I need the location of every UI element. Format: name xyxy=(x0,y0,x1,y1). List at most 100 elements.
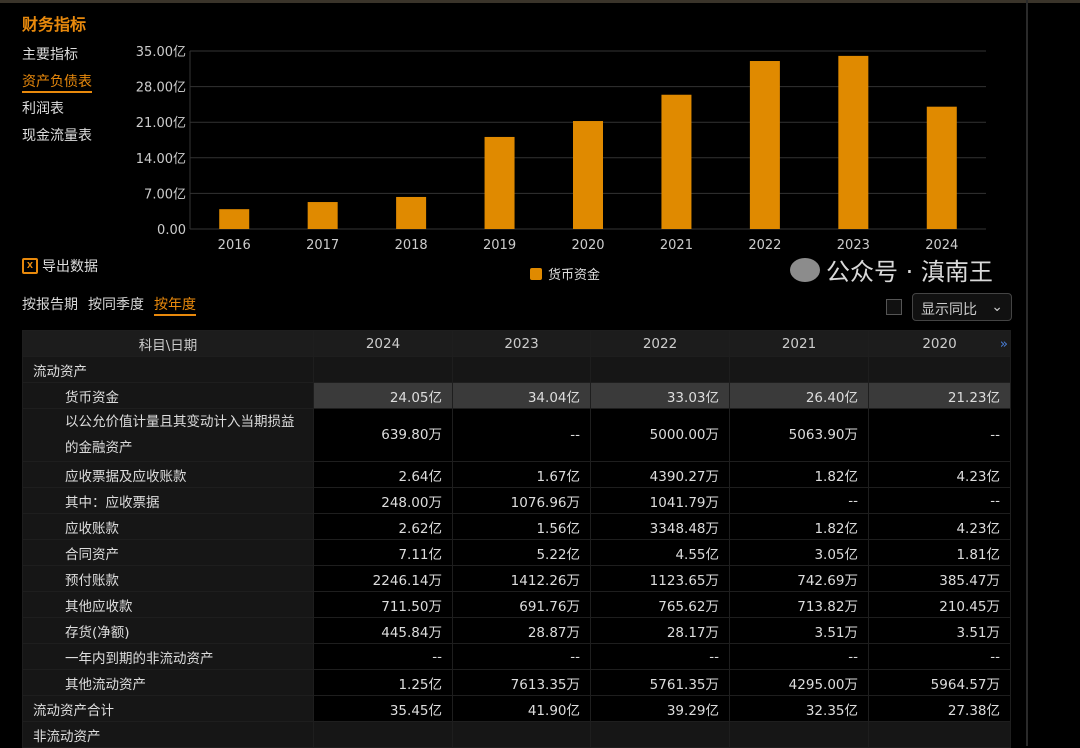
balance-sheet-table: 科目\日期 2024 2023 2022 2021 2020 » 流动资产 货币资金 24.05… xyxy=(22,330,1011,748)
x-tick-label: 2024 xyxy=(925,238,958,253)
table-cell: 711.50万 xyxy=(313,591,453,618)
table-row[interactable]: 流动资产 xyxy=(22,356,1011,383)
table-row[interactable]: 非流动资产 xyxy=(22,721,1011,748)
table-row[interactable]: 存货(净额) 445.84万 28.87万 28.17万 3.51万 3.51万 xyxy=(22,617,1011,644)
nav-main-indicators[interactable]: 主要指标 xyxy=(22,44,92,71)
table-cell: 24.05亿 xyxy=(313,382,453,409)
tab-report-period[interactable]: 按报告期 xyxy=(22,297,78,313)
table-cell: -- xyxy=(868,643,1011,670)
table-cell xyxy=(313,721,453,748)
x-tick-label: 2019 xyxy=(483,238,516,253)
table-row[interactable]: 预付账款 2246.14万 1412.26万 1123.65万 742.69万 385.4… xyxy=(22,565,1011,592)
excel-icon: X xyxy=(22,258,38,274)
tab-annual[interactable]: 按年度 xyxy=(154,294,196,316)
table-cell: 7.11亿 xyxy=(313,539,453,566)
table-row[interactable]: 流动资产合计 35.45亿 41.90亿 39.29亿 32.35亿 27.38亿 xyxy=(22,695,1011,722)
export-label: 导出数据 xyxy=(42,259,98,275)
row-label: 预付账款 xyxy=(22,565,314,592)
bar xyxy=(484,136,515,229)
row-label: 流动资产合计 xyxy=(22,695,314,722)
table-row[interactable]: 其中：应收票据 248.00万 1076.96万 1041.79万 -- -- xyxy=(22,487,1011,514)
bar xyxy=(926,106,957,229)
table-cell: 713.82万 xyxy=(729,591,869,618)
watermark-text: 公众号 · 滇南王 xyxy=(826,258,993,286)
table-row[interactable]: 以公允价值计量且其变动计入当期损益的金融资产 639.80万 -- 5000.00万 5… xyxy=(22,408,1011,462)
tab-same-quarter[interactable]: 按同季度 xyxy=(88,297,144,313)
table-cell xyxy=(313,356,453,383)
table-cell: 1123.65万 xyxy=(590,565,730,592)
table-row[interactable]: 合同资产 7.11亿 5.22亿 4.55亿 3.05亿 1.81亿 xyxy=(22,539,1011,566)
table-cell: 2246.14万 xyxy=(313,565,453,592)
x-tick-label: 2020 xyxy=(571,238,604,253)
table-cell: 3.05亿 xyxy=(729,539,869,566)
y-tick-label: 14.00亿 xyxy=(136,152,186,167)
bar xyxy=(573,121,603,229)
table-cell xyxy=(868,356,1011,383)
table-cell: 32.35亿 xyxy=(729,695,869,722)
table-cell: 1.82亿 xyxy=(729,513,869,540)
table-cell xyxy=(452,721,591,748)
table-row[interactable]: 应收账款 2.62亿 1.56亿 3348.48万 1.82亿 4.23亿 xyxy=(22,513,1011,540)
table-cell xyxy=(868,721,1011,748)
table-cell: 7613.35万 xyxy=(452,669,591,696)
bar-chart: 0.00 7.00亿 14.00亿 21.00亿 28.00亿 35.00亿 2016 201… xyxy=(136,45,986,283)
table-cell: 28.17万 xyxy=(590,617,730,644)
y-tick-label: 21.00亿 xyxy=(136,116,186,131)
table-cell: 5761.35万 xyxy=(590,669,730,696)
period-tabs: 按报告期 按同季度 按年度 xyxy=(22,294,196,316)
table-cell: -- xyxy=(729,643,869,670)
row-label: 流动资产 xyxy=(22,356,314,383)
table-cell: 4390.27万 xyxy=(590,461,730,488)
table-cell: 1412.26万 xyxy=(452,565,591,592)
row-label: 存货(净额) xyxy=(22,617,314,644)
table-cell xyxy=(590,721,730,748)
nav-label: 现金流量表 xyxy=(22,128,92,144)
export-data-button[interactable]: X 导出数据 xyxy=(22,256,98,276)
table-row[interactable]: 一年内到期的非流动资产 -- -- -- -- -- xyxy=(22,643,1011,670)
table-row[interactable]: 货币资金 24.05亿 34.04亿 33.03亿 26.40亿 21.23亿 xyxy=(22,382,1011,409)
row-label: 应收账款 xyxy=(22,513,314,540)
subject-header: 科目\日期 xyxy=(22,330,314,357)
yoy-checkbox[interactable] xyxy=(886,299,902,315)
table-cell: 4295.00万 xyxy=(729,669,869,696)
table-row[interactable]: 其他应收款 711.50万 691.76万 765.62万 713.82万 210.45万 xyxy=(22,591,1011,618)
column-header: 2023 xyxy=(452,330,591,357)
table-row[interactable]: 应收票据及应收账款 2.64亿 1.67亿 4390.27万 1.82亿 4.23亿 xyxy=(22,461,1011,488)
table-row[interactable]: 其他流动资产 1.25亿 7613.35万 5761.35万 4295.00万 5964.… xyxy=(22,669,1011,696)
row-label: 其他应收款 xyxy=(22,591,314,618)
table-cell xyxy=(729,356,869,383)
table-cell: 35.45亿 xyxy=(313,695,453,722)
nav-balance-sheet[interactable]: 资产负债表 xyxy=(22,71,92,98)
yoy-select[interactable]: 显示同比 ⌄ xyxy=(912,293,1012,321)
row-label: 以公允价值计量且其变动计入当期损益的金融资产 xyxy=(22,408,314,462)
table-cell: 385.47万 xyxy=(868,565,1011,592)
wechat-icon xyxy=(790,257,820,282)
nav-label: 资产负债表 xyxy=(22,74,92,93)
table-cell: 765.62万 xyxy=(590,591,730,618)
table-cell: -- xyxy=(868,408,1011,462)
table-cell: 4.23亿 xyxy=(868,513,1011,540)
table-cell: 39.29亿 xyxy=(590,695,730,722)
table-cell: 21.23亿 xyxy=(868,382,1011,409)
table-cell: 5964.57万 xyxy=(868,669,1011,696)
table-cell: -- xyxy=(452,408,591,462)
table-cell: 3348.48万 xyxy=(590,513,730,540)
table-cell: 27.38亿 xyxy=(868,695,1011,722)
bar xyxy=(219,209,250,229)
more-columns-icon[interactable]: » xyxy=(999,335,1008,352)
table-cell: 4.55亿 xyxy=(590,539,730,566)
yoy-label: 显示同比 xyxy=(921,302,977,318)
column-header: 2024 xyxy=(313,330,453,357)
table-cell: 2.64亿 xyxy=(313,461,453,488)
column-header: 2021 xyxy=(729,330,869,357)
nav-income-statement[interactable]: 利润表 xyxy=(22,98,92,125)
nav-cash-flow[interactable]: 现金流量表 xyxy=(22,125,92,152)
column-header-text: 2020 xyxy=(922,335,957,352)
table-cell xyxy=(729,721,869,748)
table-cell: 33.03亿 xyxy=(590,382,730,409)
column-header: 2020 » xyxy=(868,330,1011,357)
table-cell: -- xyxy=(729,487,869,514)
table-cell xyxy=(452,356,591,383)
table-cell: 2.62亿 xyxy=(313,513,453,540)
bar xyxy=(838,55,869,229)
